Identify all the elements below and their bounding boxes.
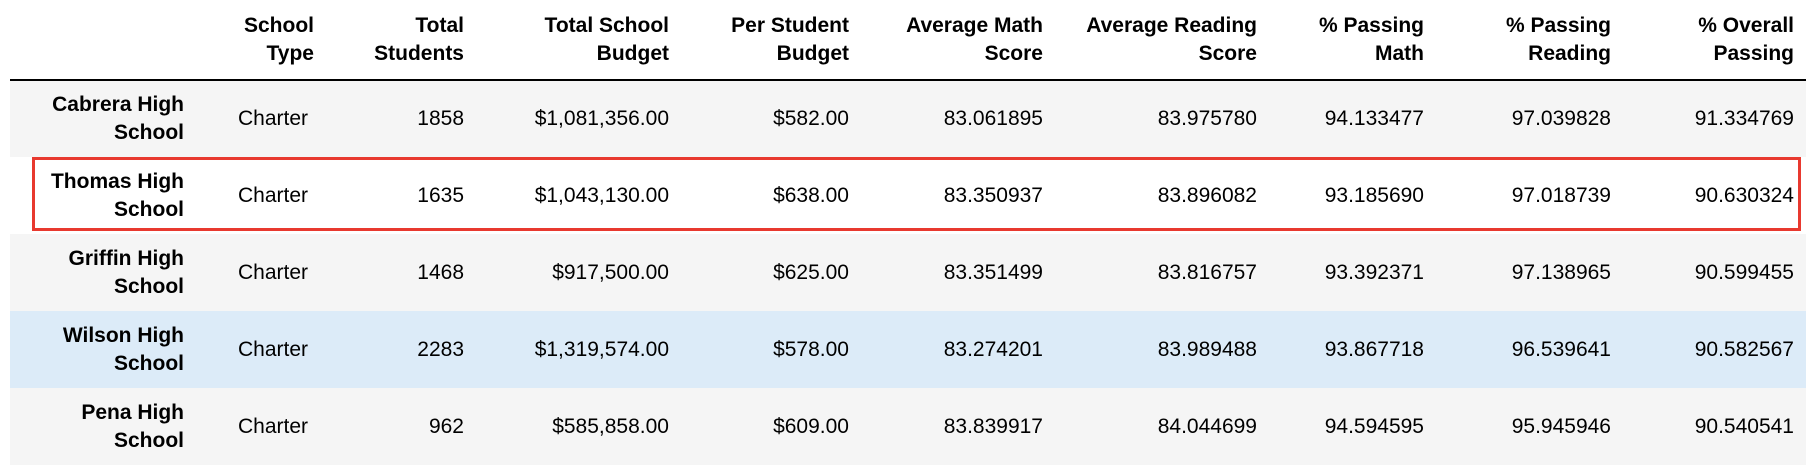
- school-name-line1: Pena High: [81, 400, 184, 424]
- header-avg-math: Average Math Score: [861, 0, 1055, 81]
- cell-pct-reading: 97.138965: [1511, 260, 1611, 284]
- table-body: Cabrera High School Charter 1858 $1,081,3…: [10, 80, 1806, 465]
- cell-avg-reading: 83.975780: [1157, 107, 1257, 130]
- school-name-line2: School: [113, 121, 184, 144]
- school-name-line1: Wilson High: [62, 323, 184, 347]
- header-total-budget: Total School Budget: [476, 0, 681, 81]
- cell-per-student-budget: $578.00: [773, 337, 849, 361]
- header-pct-overall-line1: % Overall: [1698, 13, 1794, 37]
- cell-total-students: 2283: [417, 337, 464, 361]
- cell-school-type: Charter: [238, 107, 309, 130]
- header-avg-math-line2: Score: [984, 41, 1043, 65]
- header-pct-reading: % Passing Reading: [1436, 0, 1623, 81]
- cell-per-student-budget: $582.00: [773, 107, 849, 130]
- header-total-budget-line2: Budget: [596, 41, 669, 65]
- header-avg-reading-line2: Score: [1198, 41, 1257, 65]
- header-total-students-line2: Students: [374, 41, 464, 65]
- header-school-type-line1: School: [243, 13, 314, 37]
- header-per-student-budget-line2: Budget: [776, 41, 849, 65]
- cell-school-type: Charter: [238, 414, 309, 438]
- cell-pct-overall: 90.599455: [1694, 260, 1794, 284]
- dataframe-table-container: School Type Total Students Total School Bud…: [10, 0, 1806, 465]
- cell-school-type: Charter: [238, 260, 309, 284]
- table-row: Cabrera High School Charter 1858 $1,081,3…: [10, 80, 1806, 157]
- row-index-school-name: Griffin High School: [10, 234, 196, 311]
- header-avg-reading-line1: Average Reading: [1086, 13, 1257, 37]
- school-name-line1: Thomas High: [50, 169, 184, 193]
- row-index-school-name: Thomas High School: [10, 157, 196, 234]
- cell-avg-reading: 83.989488: [1157, 337, 1257, 361]
- header-school-type: School Type: [196, 0, 326, 81]
- table-row: Pena High School Charter 962 $585,858.00 …: [10, 388, 1806, 465]
- header-total-budget-line1: Total School: [544, 13, 669, 37]
- cell-avg-math: 83.350937: [943, 183, 1043, 207]
- header-school-type-line2: Type: [266, 41, 314, 65]
- header-pct-overall-line2: Passing: [1713, 41, 1794, 65]
- school-name-line1: Cabrera High: [52, 93, 184, 116]
- header-row: School Type Total Students Total School Bud…: [10, 0, 1806, 81]
- school-name-line2: School: [113, 274, 184, 298]
- cell-school-type: Charter: [238, 183, 309, 207]
- header-total-students: Total Students: [326, 0, 476, 81]
- cell-per-student-budget: $609.00: [773, 414, 849, 438]
- cell-avg-math: 83.351499: [943, 260, 1043, 284]
- cell-pct-overall: 90.630324: [1694, 183, 1794, 207]
- cell-school-type: Charter: [238, 337, 309, 361]
- school-name-line2: School: [113, 351, 184, 375]
- cell-avg-reading: 83.896082: [1157, 183, 1257, 207]
- header-avg-math-line1: Average Math: [906, 13, 1043, 37]
- cell-avg-math: 83.274201: [943, 337, 1043, 361]
- cell-total-students: 1635: [417, 183, 464, 207]
- table-row-hovered: Wilson High School Charter 2283 $1,319,57…: [10, 311, 1806, 388]
- cell-pct-math: 94.594595: [1324, 414, 1424, 438]
- cell-avg-math: 83.839917: [943, 414, 1043, 438]
- cell-pct-math: 93.867718: [1324, 337, 1424, 361]
- header-pct-math: % Passing Math: [1269, 0, 1436, 81]
- header-pct-reading-line2: Reading: [1528, 41, 1611, 65]
- cell-total-budget: $585,858.00: [552, 414, 669, 438]
- cell-pct-reading: 97.018739: [1511, 183, 1611, 207]
- header-pct-math-line2: Math: [1375, 41, 1424, 65]
- header-total-students-line1: Total: [415, 13, 464, 37]
- school-name-line1: Griffin High: [68, 246, 184, 270]
- cell-pct-math: 94.133477: [1324, 107, 1424, 130]
- header-index: [10, 0, 196, 81]
- row-index-school-name: Wilson High School: [10, 311, 196, 388]
- cell-total-students: 1468: [417, 260, 464, 284]
- school-summary-table: School Type Total Students Total School Bud…: [10, 0, 1806, 465]
- cell-avg-math: 83.061895: [943, 107, 1043, 130]
- cell-total-budget: $1,319,574.00: [534, 337, 669, 361]
- table-row-highlighted: Thomas High School Charter 1635 $1,043,13…: [10, 157, 1806, 234]
- cell-pct-overall: 90.540541: [1694, 414, 1794, 438]
- header-pct-math-line1: % Passing: [1318, 13, 1424, 37]
- header-per-student-budget: Per Student Budget: [681, 0, 861, 81]
- cell-pct-overall: 90.582567: [1694, 337, 1794, 361]
- cell-pct-reading: 97.039828: [1511, 107, 1611, 130]
- cell-pct-math: 93.392371: [1324, 260, 1424, 284]
- row-index-school-name: Pena High School: [10, 388, 196, 465]
- cell-avg-reading: 83.816757: [1157, 260, 1257, 284]
- header-per-student-budget-line1: Per Student: [731, 13, 849, 37]
- header-pct-reading-line1: % Passing: [1505, 13, 1611, 37]
- cell-per-student-budget: $638.00: [773, 183, 849, 207]
- table-row: Griffin High School Charter 1468 $917,500…: [10, 234, 1806, 311]
- school-name-line2: School: [113, 197, 184, 221]
- school-name-line2: School: [113, 428, 184, 452]
- cell-total-budget: $1,081,356.00: [534, 107, 669, 130]
- cell-per-student-budget: $625.00: [773, 260, 849, 284]
- header-pct-overall: % Overall Passing: [1623, 0, 1806, 81]
- cell-avg-reading: 84.044699: [1157, 414, 1257, 438]
- cell-total-students: 962: [428, 414, 464, 438]
- cell-total-students: 1858: [417, 107, 464, 130]
- cell-pct-math: 93.185690: [1324, 183, 1424, 207]
- header-avg-reading: Average Reading Score: [1055, 0, 1269, 81]
- cell-total-budget: $1,043,130.00: [534, 183, 669, 207]
- cell-pct-overall: 91.334769: [1694, 107, 1794, 130]
- row-index-school-name: Cabrera High School: [10, 80, 196, 157]
- cell-pct-reading: 96.539641: [1511, 337, 1611, 361]
- cell-total-budget: $917,500.00: [552, 260, 669, 284]
- table-header: School Type Total Students Total School Bud…: [10, 0, 1806, 81]
- cell-pct-reading: 95.945946: [1511, 414, 1611, 438]
